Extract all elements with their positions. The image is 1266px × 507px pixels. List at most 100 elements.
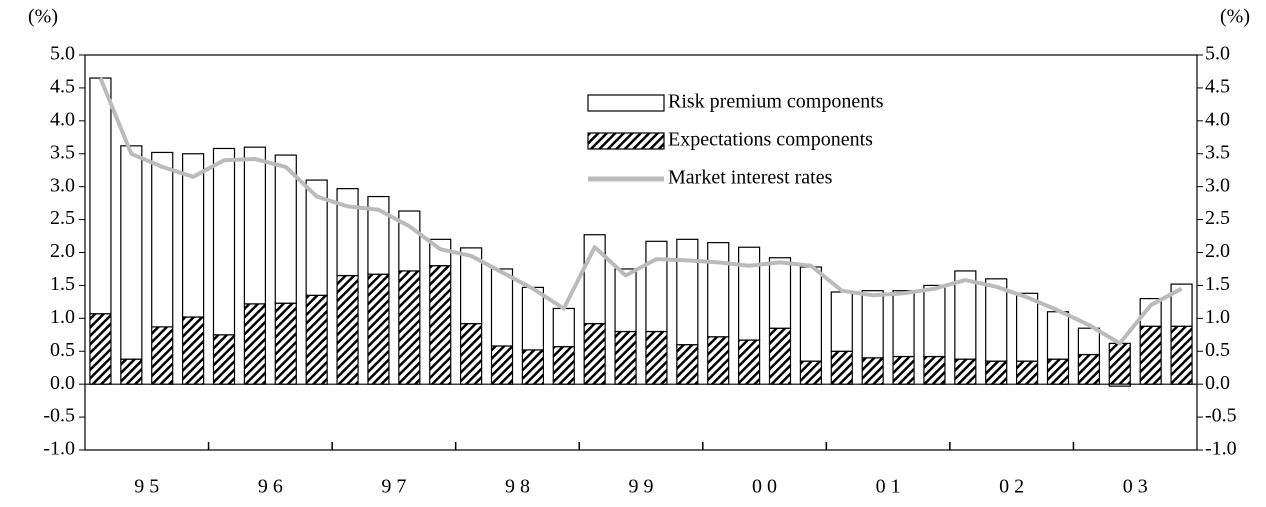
bar: [1046, 311, 1070, 360]
bar: [274, 154, 297, 304]
bar: [89, 313, 112, 385]
y-tick-label: 0.5: [50, 339, 75, 361]
bar: [1170, 325, 1193, 385]
bar: [490, 268, 514, 347]
legend-swatch: [587, 132, 665, 150]
y2-tick-label: 0.0: [1205, 372, 1230, 394]
y-tick-label: 3.0: [50, 174, 75, 196]
y2-tick-label: 3.0: [1205, 174, 1230, 196]
bar: [490, 345, 514, 385]
bar: [707, 336, 730, 385]
bar: [552, 346, 575, 385]
y-tick-label: -1.0: [43, 438, 75, 460]
bar: [954, 270, 977, 360]
y2-tick-label: 5.0: [1205, 43, 1230, 65]
bar: [120, 145, 143, 360]
bar: [1108, 342, 1131, 385]
bar: [367, 273, 390, 385]
y-tick-label: 4.5: [50, 76, 75, 98]
bar: [1077, 353, 1100, 385]
x-tick-label: 0 2: [999, 476, 1024, 498]
x-tick-label: 9 7: [381, 476, 406, 498]
bar: [830, 291, 853, 352]
bar: [182, 153, 205, 318]
bar: [552, 307, 575, 348]
legend-swatch: [587, 94, 665, 112]
bar: [768, 327, 792, 385]
bar: [305, 294, 328, 385]
y2-tick-label: -0.5: [1205, 405, 1237, 427]
y-tick-label: 3.5: [50, 141, 75, 163]
bar: [429, 265, 452, 385]
y-tick-label: 4.0: [50, 108, 75, 130]
y-tick-label: 2.5: [50, 207, 75, 229]
bar: [1139, 297, 1162, 327]
bar: [398, 270, 421, 385]
bar: [460, 247, 483, 325]
y2-tick-label: 4.0: [1205, 108, 1230, 130]
y-tick-label: 5.0: [50, 43, 75, 65]
bar: [985, 360, 1008, 385]
x-tick-label: 9 8: [505, 476, 530, 498]
bar: [151, 326, 174, 385]
bar: [583, 323, 606, 385]
bar: [738, 339, 761, 385]
x-tick-label: 0 3: [1123, 476, 1148, 498]
bar: [367, 195, 390, 275]
bar: [1016, 360, 1039, 385]
bar: [861, 357, 884, 385]
bar: [923, 355, 946, 385]
bar: [645, 240, 668, 333]
bar: [212, 147, 236, 336]
y2-tick-label: 2.5: [1205, 207, 1230, 229]
bar: [521, 349, 544, 385]
bar: [1170, 283, 1193, 327]
bar: [336, 188, 359, 277]
bar: [398, 210, 421, 272]
bar: [985, 278, 1008, 362]
bar: [707, 242, 730, 338]
bar: [336, 274, 359, 385]
bar: [1139, 325, 1162, 385]
bar: [243, 146, 266, 305]
bar: [861, 290, 884, 359]
y2-tick-label: -1.0: [1205, 438, 1237, 460]
bar: [954, 358, 977, 385]
bar: [212, 334, 236, 385]
bar: [676, 344, 699, 385]
bar: [1077, 327, 1100, 356]
y2-tick-label: 0.5: [1205, 339, 1230, 361]
y-tick-label: 2.0: [50, 240, 75, 262]
y-tick-label: 1.0: [50, 306, 75, 328]
bar: [182, 316, 205, 385]
bar: [1046, 358, 1070, 385]
bar: [120, 358, 143, 385]
bar: [738, 246, 761, 341]
bar: [768, 257, 792, 329]
x-tick-label: 0 1: [876, 476, 901, 498]
bar: [460, 323, 483, 385]
bar: [614, 268, 637, 333]
bar: [151, 151, 174, 328]
bar: [645, 330, 668, 385]
x-tick-label: 9 9: [629, 476, 654, 498]
y2-tick-label: 1.5: [1205, 273, 1230, 295]
y2-tick-label: 3.5: [1205, 141, 1230, 163]
bar: [89, 77, 112, 315]
bar: [892, 355, 915, 385]
legend-label: Market interest rates: [668, 167, 833, 189]
bar: [521, 286, 544, 351]
y2-tick-label: 4.5: [1205, 76, 1230, 98]
bar: [892, 290, 915, 358]
y2-tick-label: 1.0: [1205, 306, 1230, 328]
y-tick-label: -0.5: [43, 405, 75, 427]
line-series: [98, 77, 1183, 346]
bar: [923, 284, 946, 358]
y-tick-label: 0.0: [50, 372, 75, 394]
bar: [243, 303, 266, 385]
bar: [274, 302, 297, 385]
bar: [830, 350, 853, 385]
x-tick-label: 9 5: [134, 476, 159, 498]
y-unit-label: (%): [28, 6, 58, 28]
